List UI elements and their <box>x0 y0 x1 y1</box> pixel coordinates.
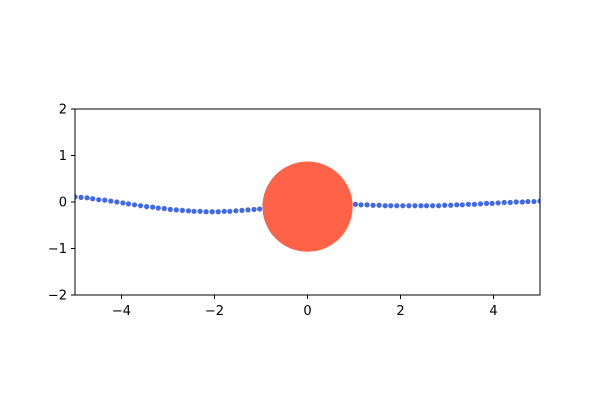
data-point <box>376 202 382 208</box>
data-point <box>215 209 221 215</box>
data-point <box>448 202 454 208</box>
data-point <box>167 206 173 213</box>
data-point <box>465 201 471 207</box>
data-point <box>436 203 442 209</box>
data-point <box>75 194 78 200</box>
data-point <box>519 199 525 205</box>
data-point <box>78 194 84 200</box>
y-tick-label: −2 <box>48 289 67 304</box>
data-point <box>120 200 126 206</box>
data-point <box>125 201 132 207</box>
data-point <box>531 198 537 205</box>
data-point <box>358 202 364 208</box>
data-point <box>137 203 144 209</box>
data-point <box>96 197 102 203</box>
x-tick-label: −2 <box>205 304 224 319</box>
data-point <box>227 208 233 214</box>
x-tick-label: 4 <box>489 304 497 319</box>
data-point <box>394 203 400 209</box>
x-tick-label: 2 <box>396 304 404 319</box>
data-point <box>501 199 507 206</box>
data-point <box>352 201 358 207</box>
data-point <box>364 202 370 208</box>
data-point <box>150 204 156 210</box>
y-tick-label: 0 <box>59 196 67 211</box>
data-point <box>161 205 167 212</box>
circle-patch <box>262 161 353 252</box>
data-point <box>233 208 239 214</box>
data-point <box>197 208 203 214</box>
data-point <box>251 206 257 213</box>
y-tick-label: 2 <box>59 103 67 118</box>
data-point <box>507 199 513 206</box>
data-point <box>513 199 519 205</box>
data-point <box>525 198 531 205</box>
data-point <box>245 207 251 213</box>
data-point <box>400 203 406 209</box>
data-point <box>203 209 209 215</box>
data-point <box>423 203 430 209</box>
data-point <box>412 203 418 209</box>
x-tick-label: 0 <box>303 304 311 319</box>
data-point <box>382 203 388 209</box>
data-point <box>221 208 227 214</box>
data-point <box>185 208 192 214</box>
y-tick-label: −1 <box>48 242 67 257</box>
data-point <box>114 199 120 205</box>
data-point <box>84 195 90 201</box>
data-point <box>442 202 448 208</box>
data-point <box>429 203 436 209</box>
ticks-layer: −4 −2 0 2 4 −2 −1 0 1 2 <box>48 103 498 320</box>
data-point <box>489 200 495 206</box>
data-point <box>483 200 490 206</box>
data-point <box>471 201 478 207</box>
data-point <box>257 206 263 212</box>
y-tick-label: 1 <box>59 149 67 164</box>
data-point <box>454 202 460 208</box>
data-point <box>537 198 540 204</box>
x-tick-label: −4 <box>112 304 131 319</box>
data-point <box>155 205 161 211</box>
data-point <box>173 207 179 213</box>
data-point <box>191 208 197 214</box>
data-point <box>370 202 376 208</box>
data-layer <box>75 161 540 252</box>
data-point <box>239 207 245 213</box>
data-point <box>495 200 501 206</box>
data-point <box>144 204 150 210</box>
data-point <box>131 202 138 208</box>
data-point <box>388 203 394 209</box>
data-point <box>108 198 114 204</box>
data-point <box>406 203 412 209</box>
data-point <box>477 201 484 207</box>
data-point <box>459 202 465 208</box>
data-point <box>179 207 186 213</box>
data-point <box>418 203 424 209</box>
data-point <box>90 196 96 202</box>
data-point <box>102 197 108 203</box>
data-point <box>209 209 215 215</box>
